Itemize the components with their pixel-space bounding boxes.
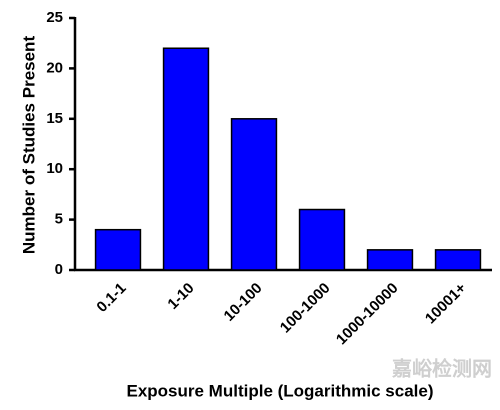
y-tick-label: 10 bbox=[46, 160, 63, 177]
y-tick-label: 15 bbox=[46, 110, 63, 127]
x-tick-label: 1-10 bbox=[164, 280, 197, 313]
bar bbox=[366, 249, 414, 271]
bar bbox=[230, 118, 278, 271]
y-axis-label: Number of Studies Present bbox=[19, 36, 38, 255]
x-tick-label: 10-100 bbox=[221, 280, 266, 325]
x-axis-label: Exposure Multiple (Logarithmic scale) bbox=[126, 381, 433, 400]
x-tick-label: 1000-10000 bbox=[333, 280, 402, 349]
y-tick-label: 5 bbox=[55, 211, 63, 228]
x-tick-label: 10001+ bbox=[422, 279, 470, 327]
bar bbox=[434, 249, 482, 271]
watermark: 嘉峪检测网 bbox=[391, 356, 492, 380]
y-tick-label: 25 bbox=[46, 9, 63, 26]
y-tick-label: 20 bbox=[46, 59, 63, 76]
bar bbox=[94, 228, 142, 271]
bar bbox=[298, 208, 346, 271]
x-tick-label: 100-1000 bbox=[277, 280, 334, 337]
y-tick-label: 0 bbox=[55, 261, 63, 278]
bar bbox=[162, 47, 210, 271]
x-tick-label: 0.1-1 bbox=[93, 280, 129, 316]
